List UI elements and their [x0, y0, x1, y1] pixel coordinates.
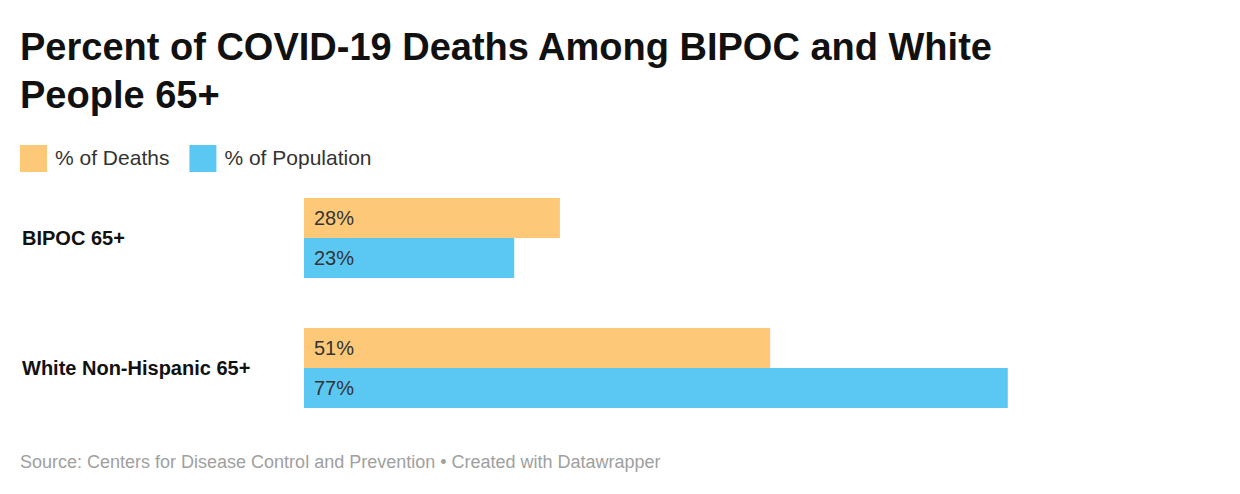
bar	[304, 238, 514, 278]
category-label: BIPOC 65+	[22, 227, 125, 249]
legend-label: % of Population	[224, 146, 371, 169]
legend-item: % of Deaths	[20, 145, 169, 172]
legend-swatch	[20, 145, 47, 172]
labels: BIPOC 65+ 28% 23% White Non-Hispanic 65+ 51%…	[22, 207, 354, 399]
data-label: 23%	[314, 247, 354, 269]
legend-item: % of Population	[189, 145, 371, 172]
chart: Percent of COVID-19 Deaths Among BIPOC a…	[0, 0, 1240, 494]
legend-swatch	[189, 145, 216, 172]
bar	[304, 328, 770, 368]
bar	[304, 368, 1008, 408]
category-label: White Non-Hispanic 65+	[22, 357, 250, 379]
legend-label: % of Deaths	[55, 146, 169, 169]
title: Percent of COVID-19 Deaths Among BIPOC a…	[20, 26, 992, 116]
bars	[304, 198, 1008, 408]
title-line: Percent of COVID-19 Deaths Among BIPOC a…	[20, 26, 992, 68]
data-label: 28%	[314, 207, 354, 229]
data-label: 51%	[314, 337, 354, 359]
title-line: People 65+	[20, 74, 220, 116]
data-label: 77%	[314, 377, 354, 399]
source: Source: Centers for Disease Control and …	[20, 452, 661, 472]
bar	[304, 198, 560, 238]
